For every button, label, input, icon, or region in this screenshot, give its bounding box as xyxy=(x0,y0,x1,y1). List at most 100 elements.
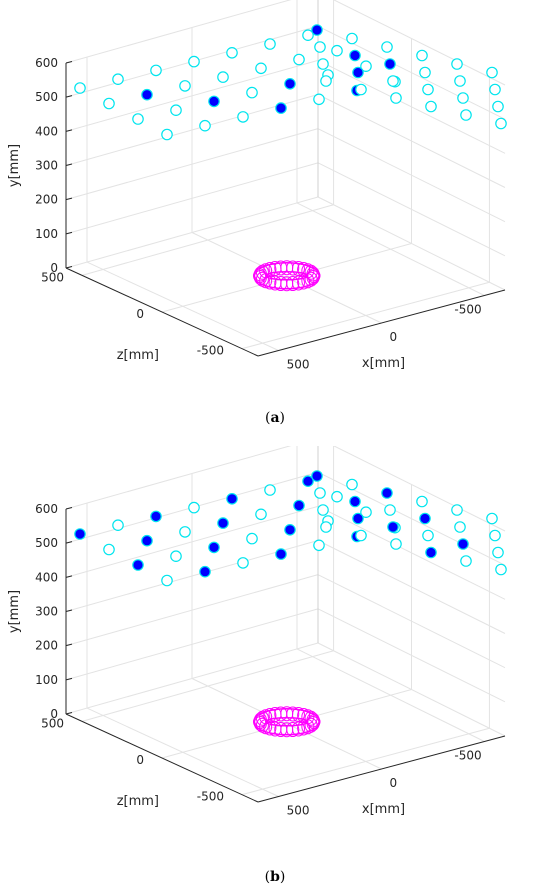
filled-marker xyxy=(217,517,229,529)
filled-marker xyxy=(199,565,211,578)
hollow-marker xyxy=(489,83,501,96)
y-tick-label: 300 xyxy=(35,159,58,173)
hollow-marker xyxy=(355,83,367,96)
filled-marker xyxy=(284,78,296,90)
filled-marker xyxy=(74,528,86,540)
x-tick-label: 0 xyxy=(390,330,398,344)
plot-area: 01002003004005006005000-5005000-500y[mm]… xyxy=(7,446,507,818)
filled-marker xyxy=(425,546,437,559)
hollow-marker xyxy=(360,60,372,72)
y-tick-label: 200 xyxy=(35,639,58,653)
y-tick-label: 100 xyxy=(35,673,58,687)
y-tick-label: 200 xyxy=(35,193,58,207)
hollow-marker xyxy=(150,64,162,77)
filled-marker xyxy=(387,521,399,533)
gridline-floor xyxy=(81,650,334,722)
y-tick-label: 600 xyxy=(35,56,58,70)
panel-a: 0 100 200 300 400 500 600 500 0 -500 500 0 -500 y[mm]… xyxy=(7,0,507,426)
y-tick-mark xyxy=(65,266,73,269)
hollow-marker xyxy=(384,504,396,516)
y-tick-label: 300 xyxy=(35,605,58,619)
hollow-marker xyxy=(320,521,332,533)
filled-marker xyxy=(311,470,323,482)
hollow-marker xyxy=(103,97,115,110)
x-axis-line xyxy=(257,289,506,357)
torus-inner xyxy=(265,717,309,727)
filled-marker xyxy=(311,24,323,36)
filled-marker xyxy=(349,495,361,508)
chart-b: 01002003004005006005000-5005000-500y[mm]… xyxy=(7,446,507,818)
hollow-marker xyxy=(317,504,329,516)
panel-b: 0 100 200 300 400 500 600 500 0 -500 500 0 -500 y[mm]… xyxy=(0,446,550,892)
filled-marker xyxy=(275,102,287,114)
z-tick-label: -500 xyxy=(197,790,224,804)
hollow-marker xyxy=(237,557,249,569)
torus-segment xyxy=(259,709,273,725)
hollow-marker xyxy=(302,29,314,41)
hollow-marker xyxy=(360,506,372,518)
hollow-marker xyxy=(486,512,498,525)
hollow-marker xyxy=(320,75,332,87)
hollow-marker xyxy=(314,41,326,53)
y-tick-mark xyxy=(65,95,73,98)
torus-inner xyxy=(265,271,309,281)
hollow-marker xyxy=(313,93,325,106)
filled-marker xyxy=(302,475,314,487)
filled-marker xyxy=(352,512,364,525)
hollow-marker xyxy=(331,490,343,503)
filled-marker xyxy=(141,534,153,547)
filled-marker xyxy=(381,487,393,499)
chart-a: 01002003004005006005000-5005000-500y[mm]… xyxy=(7,0,507,372)
filled-marker xyxy=(419,512,431,525)
x-tick-label: -500 xyxy=(454,749,481,763)
hollow-marker xyxy=(199,119,211,132)
hollow-marker xyxy=(179,526,191,538)
torus-segment xyxy=(297,707,311,723)
hollow-marker xyxy=(460,555,472,567)
torus-segment xyxy=(304,710,318,726)
plot-area: 01002003004005006005000-5005000-500y[mm]… xyxy=(7,0,507,372)
hollow-marker xyxy=(188,501,200,514)
hollow-marker xyxy=(237,111,249,123)
hollow-marker xyxy=(226,46,238,59)
hollow-marker xyxy=(246,86,258,99)
hollow-marker xyxy=(132,113,144,125)
hollow-marker xyxy=(170,550,182,562)
hollow-marker xyxy=(346,478,358,491)
y-tick-label: 0 xyxy=(50,707,58,721)
filled-marker xyxy=(457,538,469,550)
hollow-marker xyxy=(331,44,343,57)
caption-a: (a) xyxy=(264,410,285,426)
filled-marker xyxy=(275,548,287,560)
filled-marker xyxy=(208,95,220,108)
z-axis-label: z[mm] xyxy=(117,348,159,363)
torus-segment xyxy=(291,261,305,277)
y-tick-label: 400 xyxy=(35,124,58,138)
x-tick-label: -500 xyxy=(454,303,481,317)
hollow-marker xyxy=(460,109,472,121)
z-tick-label: 0 xyxy=(136,307,144,321)
y-axis-label: y[mm] xyxy=(7,590,22,633)
hollow-marker xyxy=(489,529,501,542)
hollow-marker xyxy=(103,543,115,556)
hollow-marker xyxy=(179,80,191,92)
z-tick-label: 500 xyxy=(41,270,64,284)
torus-outline xyxy=(253,708,321,736)
filled-marker xyxy=(226,492,238,505)
torus-segment xyxy=(263,707,277,723)
y-tick-label: 600 xyxy=(35,502,58,516)
markers xyxy=(74,470,507,587)
hollow-marker xyxy=(112,519,124,531)
gridline-floor xyxy=(161,689,412,759)
caption-b: (b) xyxy=(264,869,286,885)
hollow-marker xyxy=(161,574,173,587)
hollow-marker xyxy=(419,66,431,79)
hollow-marker xyxy=(492,100,504,113)
hollow-marker xyxy=(416,495,428,508)
hollow-marker xyxy=(416,49,428,62)
hollow-marker xyxy=(457,92,469,104)
y-tick-label: 500 xyxy=(35,90,58,104)
gridline-floor xyxy=(161,243,412,313)
gridline-floor xyxy=(296,648,485,742)
y-tick-mark xyxy=(65,712,73,715)
